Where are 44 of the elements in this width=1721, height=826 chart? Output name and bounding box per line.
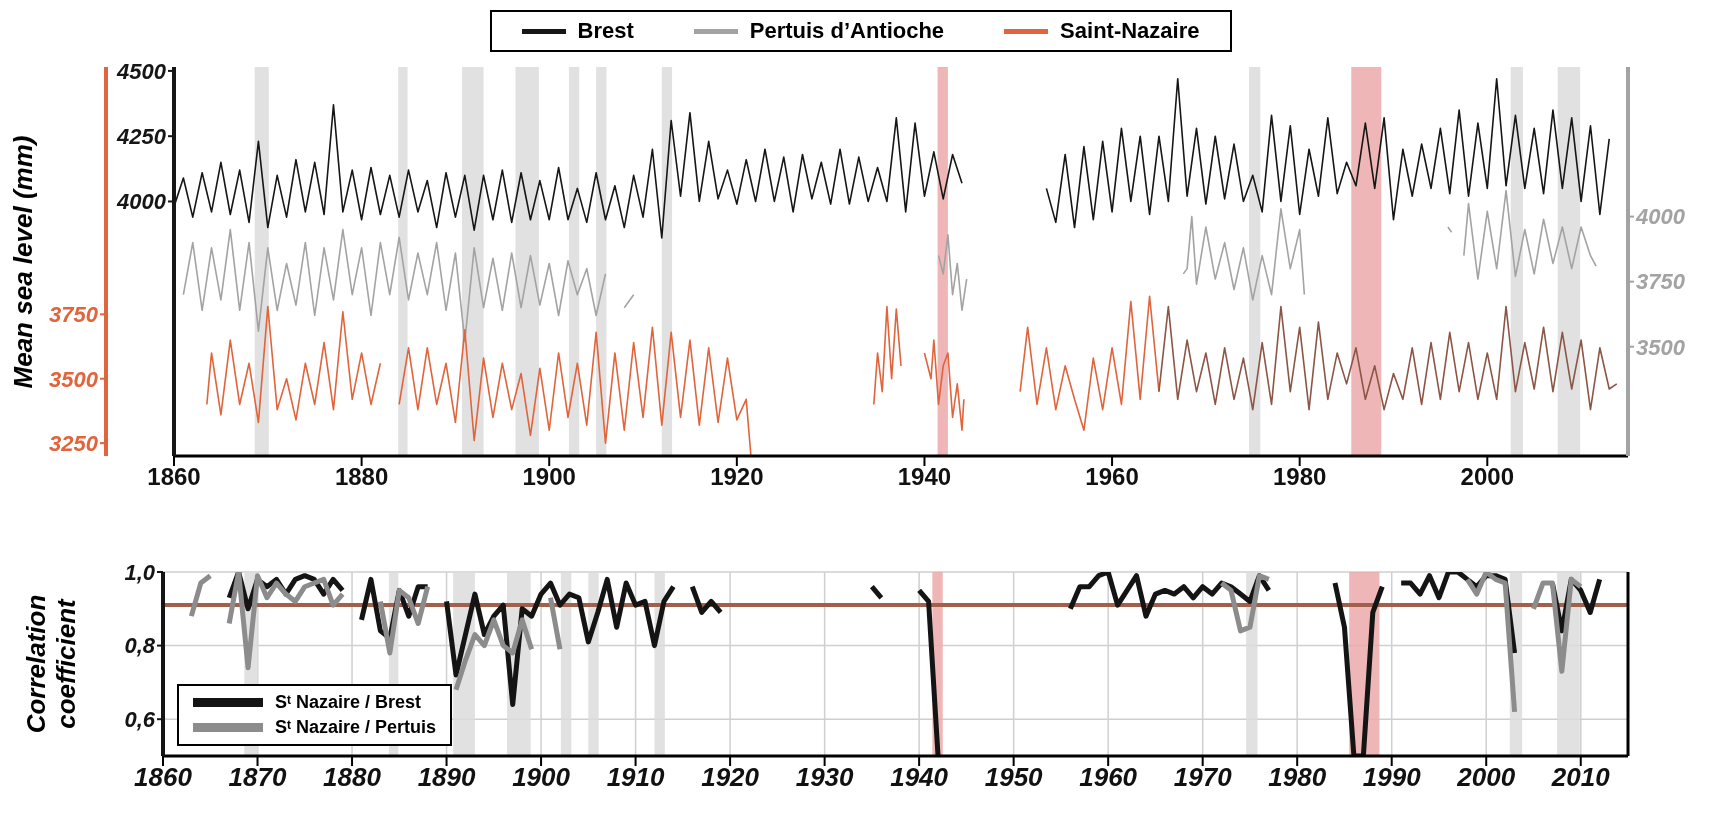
y2-tick-label: 4000 (1635, 204, 1686, 230)
x-tick-label: 1960 (1085, 463, 1139, 491)
x-tick-label: 1920 (710, 463, 764, 491)
legend-label: Brest (577, 18, 634, 44)
x-tick-label: 1940 (890, 762, 949, 793)
y-tick-label: 0,8 (124, 633, 156, 659)
y-axis-title: Mean sea level (mm) (8, 134, 38, 390)
legend-label: Sᵗ Nazaire / Brest (275, 692, 421, 713)
x-tick-label: 1920 (701, 762, 760, 793)
y3-tick-label: 3250 (49, 430, 99, 456)
x-tick-label: 1900 (512, 762, 571, 793)
x-tick-label: 1900 (522, 463, 576, 491)
x-tick-label: 1860 (147, 463, 201, 491)
x-tick-label: 1960 (1079, 762, 1138, 793)
legend-label: Saint-Nazaire (1060, 18, 1200, 44)
x-tick-label: 1860 (134, 762, 193, 793)
line-series (1158, 305, 1618, 411)
x-tick-label: 1870 (228, 762, 287, 793)
y3-tick-label: 3750 (49, 302, 99, 328)
x-tick-label: 1910 (606, 762, 666, 793)
y-tick-label: 4250 (116, 123, 167, 149)
x-tick-label: 1930 (795, 762, 855, 793)
x-tick-label: 1980 (1268, 762, 1327, 793)
y-tick-label: 4000 (116, 189, 167, 215)
x-tick-label: 1880 (334, 463, 389, 491)
y-tick-label: 0,6 (124, 707, 156, 733)
x-tick-label: 1890 (417, 762, 477, 793)
x-tick-label: 1990 (1362, 762, 1422, 793)
x-tick-label: 2000 (1456, 762, 1516, 793)
y2-tick-label: 3750 (1636, 269, 1686, 295)
legend-label: Pertuis d’Antioche (749, 18, 945, 44)
x-tick-label: 1980 (1272, 463, 1327, 491)
x-tick-label: 2010 (1550, 762, 1611, 793)
y-tick-label: 4500 (116, 58, 167, 84)
x-tick-label: 1970 (1173, 762, 1233, 793)
legend-label: Sᵗ Nazaire / Pertuis (275, 717, 436, 738)
x-tick-label: 1940 (897, 463, 952, 491)
y2-tick-label: 3500 (1636, 334, 1686, 360)
y-axis-title: Correlation coefficient (20, 593, 81, 736)
y3-tick-label: 3500 (49, 366, 99, 392)
x-tick-label: 1950 (984, 762, 1044, 793)
x-tick-label: 2000 (1460, 463, 1514, 491)
x-tick-label: 1880 (323, 762, 382, 793)
y-tick-label: 1,0 (124, 559, 156, 585)
